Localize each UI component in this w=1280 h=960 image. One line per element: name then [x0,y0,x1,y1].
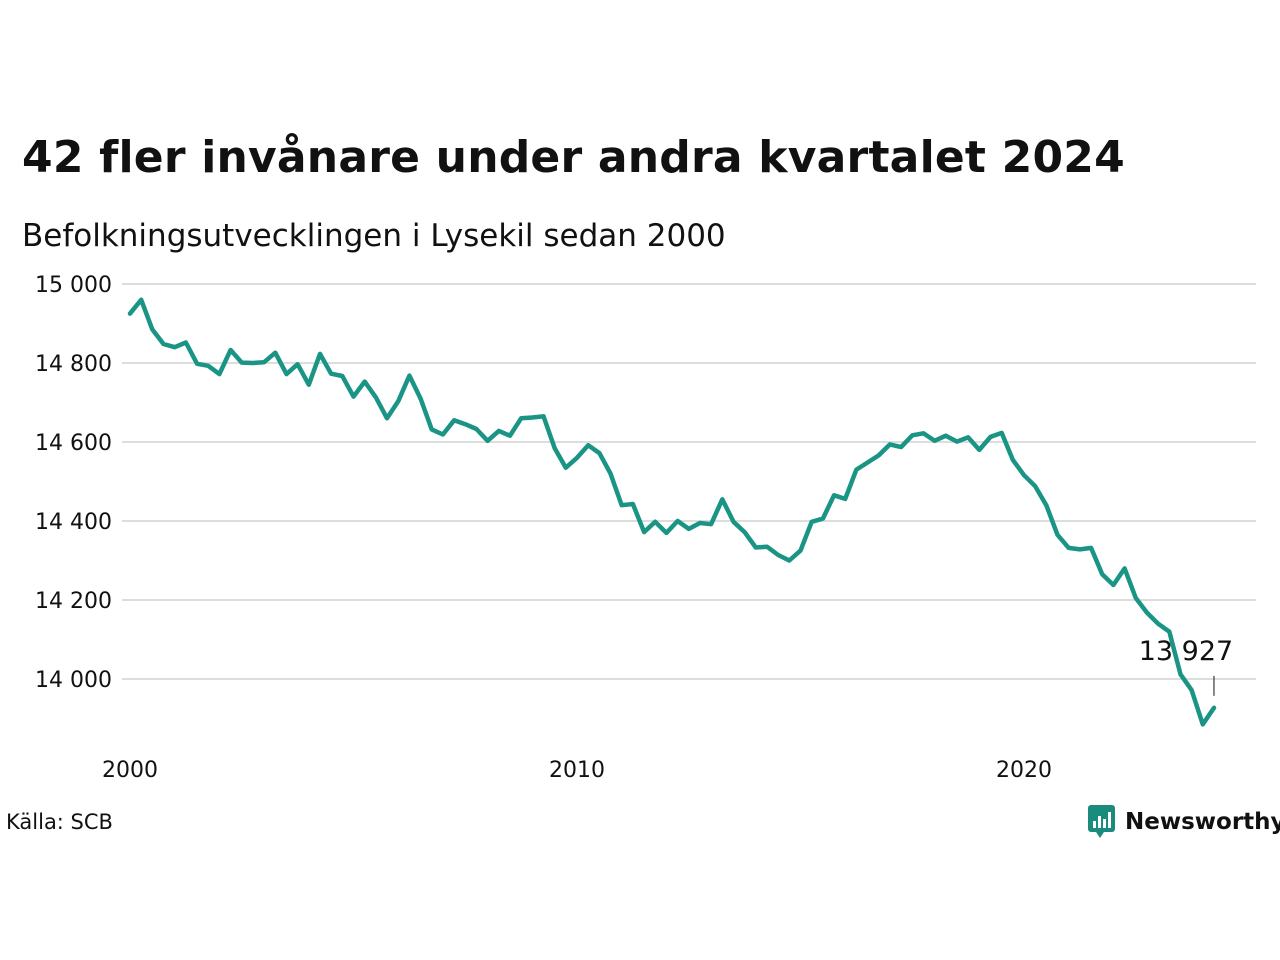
population-line [127,297,1217,727]
annotation-label: 13 927 [1139,636,1233,667]
y-tick-label: 14 400 [35,510,112,535]
x-axis-tick-labels: 2000 2010 2020 [102,758,1052,783]
newsworthy-logo-icon [1088,805,1115,838]
brand-name: Newsworthy [1125,809,1280,835]
y-axis-tick-labels: 14 000 14 200 14 400 14 600 14 800 15 000 [35,273,112,693]
x-tick-label: 2020 [996,758,1052,783]
line-chart: 14 000 14 200 14 400 14 600 14 800 15 000 200… [35,273,1256,783]
y-tick-label: 14 800 [35,352,112,377]
newsworthy-brand: Newsworthy [1087,804,1280,840]
chart-title: 42 fler invånare under andra kvartalet 2… [22,132,1125,183]
chart-subtitle: Befolkningsutvecklingen i Lysekil sedan … [22,218,726,254]
y-tick-label: 14 200 [35,589,112,614]
y-tick-label: 14 000 [35,668,112,693]
gridlines [122,283,1256,680]
x-tick-label: 2000 [102,758,158,783]
source-note: Källa: SCB [6,810,113,834]
y-tick-label: 14 600 [35,431,112,456]
x-tick-label: 2010 [549,758,605,783]
y-tick-label: 15 000 [35,273,112,298]
